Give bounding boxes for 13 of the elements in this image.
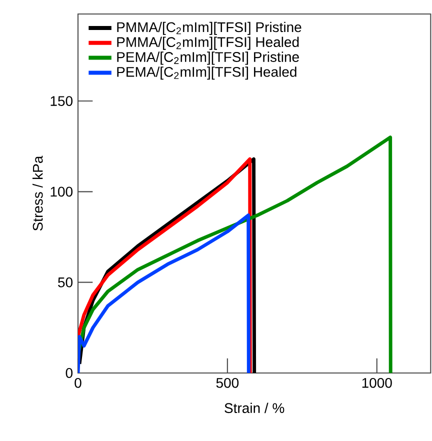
y-axis-title: Stress / kPa xyxy=(32,156,43,231)
y-tick-label: 50 xyxy=(58,277,73,288)
y-tick-label: 0 xyxy=(66,368,73,378)
legend-label: PEMA/[C$_{2}$mIm][TFSI] Pristine xyxy=(117,52,299,65)
legend-label: PEMA/[C$_{2}$mIm][TFSI] Healed xyxy=(117,66,296,80)
x-tick-label: 1000 xyxy=(362,378,392,388)
x-axis-title: Strain / % xyxy=(224,402,284,414)
legend-label: PMMA/[C$_{2}$mIm][TFSI] Healed xyxy=(117,36,299,50)
y-tick-label: 100 xyxy=(50,186,73,197)
x-tick-label: 0 xyxy=(74,378,82,388)
legend-label: PMMA/[C$_{2}$mIm][TFSI] Pristine xyxy=(117,22,302,35)
y-tick-label: 150 xyxy=(50,96,73,106)
x-tick-label: 500 xyxy=(216,378,239,388)
